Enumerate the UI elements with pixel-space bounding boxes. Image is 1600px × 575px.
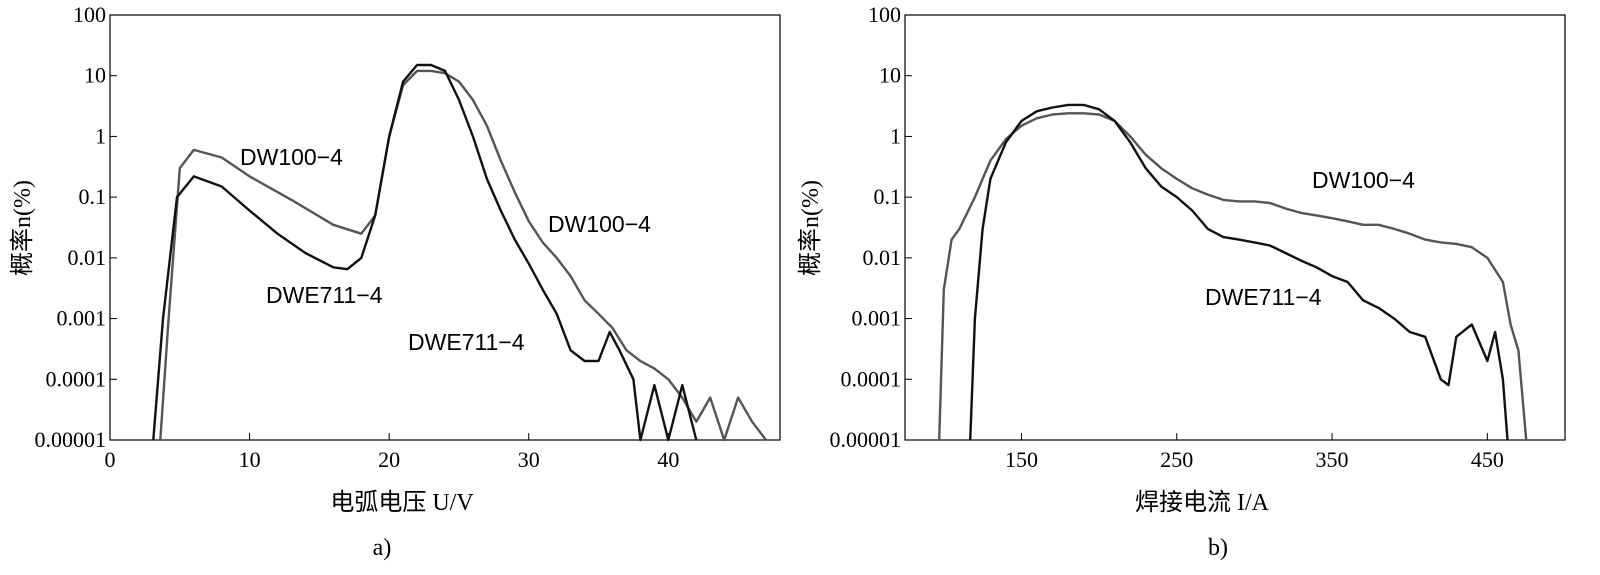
x-tick-label-b: 150	[1005, 447, 1038, 472]
y-tick-label-a: 0.01	[68, 245, 107, 270]
panel-label-a: a)	[373, 535, 392, 561]
x-tick-label-a: 40	[657, 447, 679, 472]
x-tick-label-a: 30	[518, 447, 540, 472]
series-lines-b	[938, 103, 1528, 441]
y-tick-label-a: 0.001	[57, 306, 107, 331]
x-tick-label-a: 0	[105, 447, 116, 472]
y-axis-a: 0.00001 0.0001 0.001 0.01 0.1 1 10 100	[35, 2, 117, 452]
series-label-dw100-a2: DW100−4	[548, 211, 651, 237]
y-tick-label-a: 10	[84, 63, 106, 88]
y-tick-label-a: 0.1	[79, 184, 107, 209]
y-tick-label-b: 10	[879, 63, 901, 88]
y-tick-label-a: 1	[95, 123, 106, 148]
x-axis-a: 0 10 20 30 40	[105, 433, 679, 472]
x-tick-label-b: 350	[1316, 447, 1349, 472]
y-tick-label-b: 100	[868, 2, 901, 27]
series-line-b-dwe711	[969, 103, 1509, 441]
x-tick-label-a: 10	[239, 447, 261, 472]
y-tick-label-b: 1	[890, 123, 901, 148]
y-axis-label-a: 概率n(%)	[9, 180, 36, 276]
series-label-dwe711-a2: DWE711−4	[408, 329, 525, 355]
y-tick-label-b: 0.001	[852, 306, 902, 331]
y-tick-label-a: 100	[73, 2, 106, 27]
y-tick-label-b: 0.01	[863, 245, 902, 270]
y-axis-b: 0.00001 0.0001 0.001 0.01 0.1 1 10 100	[830, 2, 912, 452]
series-lines-a	[152, 63, 767, 442]
series-line-a-dwe711	[152, 63, 698, 442]
x-axis-label-a: 电弧电压 U/V	[330, 489, 474, 516]
plot-frame-a	[109, 14, 781, 441]
series-label-dwe711-b: DWE711−4	[1205, 284, 1322, 310]
series-line-a-dw100	[159, 69, 767, 442]
y-axis-label-b: 概率n(%)	[797, 180, 824, 276]
series-label-dw100-b: DW100−4	[1312, 167, 1415, 193]
series-line-b-dw100	[938, 112, 1528, 441]
y-tick-label-b: 0.00001	[830, 427, 902, 452]
y-tick-label-b: 0.1	[874, 184, 902, 209]
x-axis-b: 150 250 350 450	[1005, 433, 1504, 472]
y-tick-label-b: 0.0001	[841, 366, 902, 391]
x-tick-label-a: 20	[378, 447, 400, 472]
x-tick-label-b: 250	[1160, 447, 1193, 472]
series-label-dw100-a1: DW100−4	[240, 144, 343, 170]
series-label-dwe711-a1: DWE711−4	[266, 282, 383, 308]
x-axis-label-b: 焊接电流 I/A	[1135, 489, 1270, 516]
chart-panel-b: 0.00001 0.0001 0.001 0.01 0.1 1 10 100 150 250 35…	[797, 2, 1566, 561]
y-tick-label-a: 0.0001	[46, 366, 107, 391]
chart-panel-a: 0.00001 0.0001 0.001 0.01 0.1 1 10 100 0 10 20 30 4…	[9, 2, 781, 561]
panel-label-b: b)	[1208, 535, 1228, 561]
y-tick-label-a: 0.00001	[35, 427, 107, 452]
x-tick-label-b: 450	[1471, 447, 1504, 472]
plot-frame-b	[904, 14, 1566, 441]
